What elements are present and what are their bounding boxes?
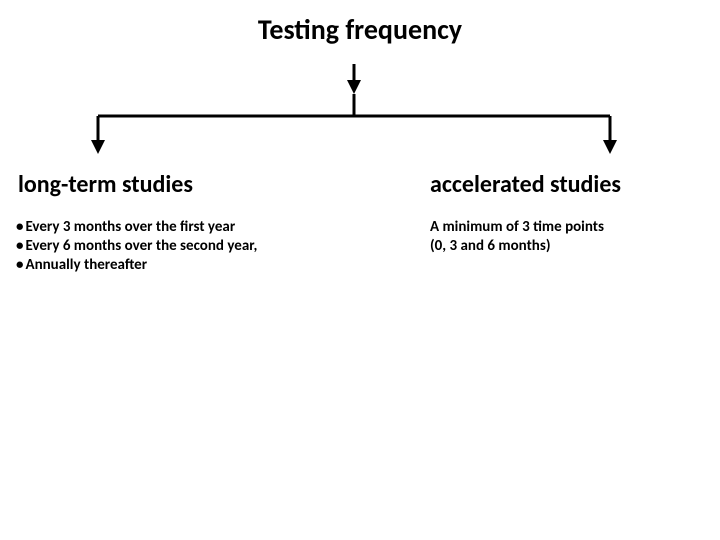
branch-arrows — [0, 64, 720, 174]
right-branch-body: A minimum of 3 time points(0, 3 and 6 mo… — [430, 218, 604, 256]
left-branch-bullet: •Every 6 months over the second year, — [16, 237, 257, 256]
diagram-canvas: Testing frequency long-term studies •Eve… — [0, 0, 720, 540]
bullet-icon: • — [16, 256, 23, 274]
diagram-title: Testing frequency — [0, 12, 720, 47]
left-branch-heading: long-term studies — [18, 170, 193, 199]
left-branch-body: •Every 3 months over the first year•Ever… — [16, 218, 257, 274]
left-branch-bullet: •Every 3 months over the first year — [16, 218, 257, 237]
left-branch-bullet: •Annually thereafter — [16, 256, 257, 275]
right-branch-line: (0, 3 and 6 months) — [430, 237, 604, 256]
bullet-icon: • — [16, 218, 23, 236]
bullet-text: Every 3 months over the first year — [25, 218, 235, 236]
bullet-icon: • — [16, 237, 23, 255]
right-branch-line: A minimum of 3 time points — [430, 218, 604, 237]
right-branch-heading: accelerated studies — [430, 170, 621, 199]
bullet-text: Every 6 months over the second year, — [25, 237, 257, 255]
bullet-text: Annually thereafter — [25, 256, 147, 274]
